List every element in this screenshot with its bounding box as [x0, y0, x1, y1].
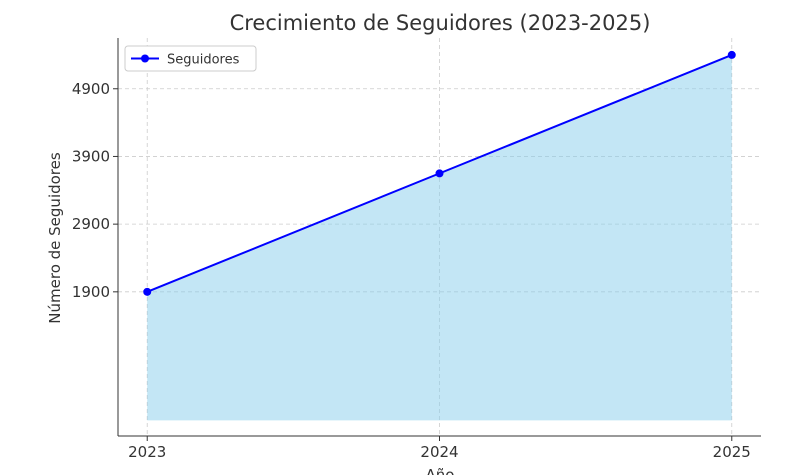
point: [435, 169, 444, 178]
legend-box: [124, 45, 257, 72]
y-tick-label: 2900: [72, 215, 110, 233]
chart-title: Crecimiento de Seguidores (2023-2025): [230, 11, 651, 35]
point: [143, 287, 152, 296]
x-tick-label: 2023: [128, 443, 166, 461]
legend-label: Seguidores: [167, 53, 240, 68]
x-tick-label: 2024: [420, 443, 458, 461]
y-tick-label: 1900: [72, 283, 110, 301]
y-axis-label: Número de Seguidores: [46, 152, 64, 324]
y-tick-label: 3900: [72, 147, 110, 165]
x-axis-label: Año: [426, 466, 455, 475]
legend-marker: [141, 54, 149, 63]
point: [727, 50, 736, 59]
y-tick-label: 4900: [72, 80, 110, 98]
x-tick-label: 2025: [713, 443, 751, 461]
area: [147, 54, 732, 421]
